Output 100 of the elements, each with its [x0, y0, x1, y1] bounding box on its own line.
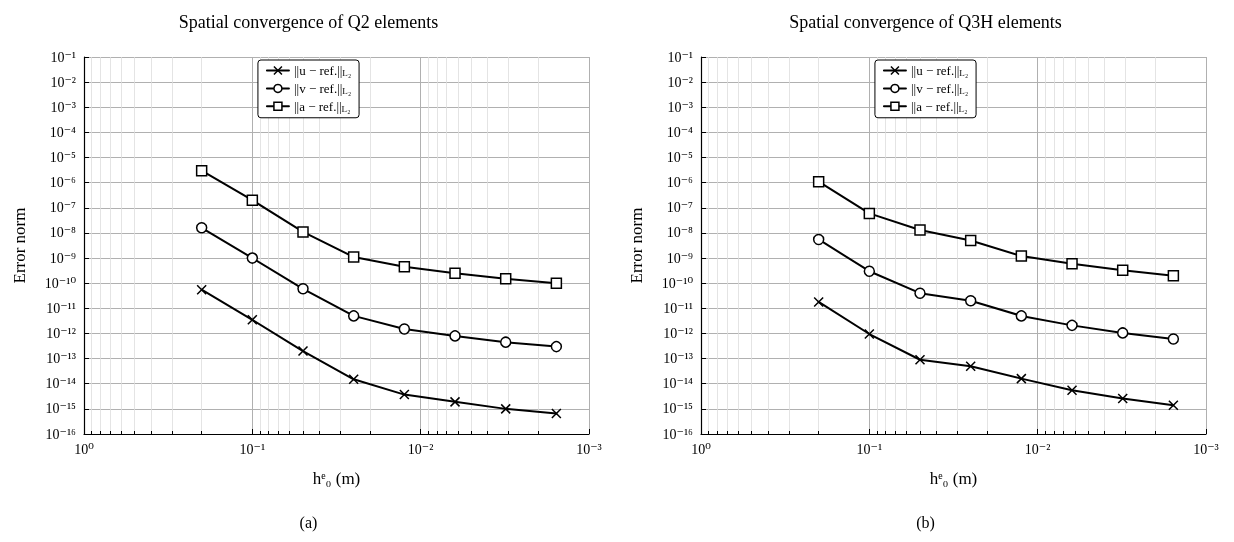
- y-tick-label: 10⁻³: [50, 99, 76, 115]
- point: [914, 287, 926, 299]
- point: [297, 283, 309, 295]
- point: [500, 403, 511, 415]
- x-tick-label: 10⁻³: [1193, 441, 1219, 457]
- point: [246, 194, 259, 206]
- point: [297, 226, 309, 238]
- point: [863, 265, 876, 277]
- x-axis-title: hᵉ₀ (m): [929, 469, 978, 488]
- point: [1015, 310, 1028, 322]
- legend-label: ||u − ref.||L₂: [293, 63, 352, 79]
- point: [864, 328, 875, 340]
- y-tick-label: 10⁻³: [667, 99, 693, 115]
- point: [398, 261, 411, 273]
- y-tick-label: 10⁻¹³: [663, 351, 693, 367]
- point: [399, 389, 410, 400]
- point: [914, 224, 926, 236]
- y-tick-label: 10⁻⁶: [666, 175, 694, 191]
- point: [499, 273, 512, 285]
- point: [499, 336, 512, 348]
- point: [863, 207, 876, 220]
- text: (b): [916, 513, 935, 532]
- y-tick-label: 10⁻¹²: [46, 325, 76, 341]
- y-tick-label: 10⁻⁹: [49, 250, 77, 266]
- point: [550, 277, 563, 289]
- legend-label: ||a − ref.||L₂: [910, 98, 968, 115]
- point: [914, 354, 926, 365]
- point: [1116, 264, 1129, 276]
- y-tick-label: 10⁻⁶: [49, 175, 77, 191]
- point: [247, 314, 258, 326]
- point: [449, 267, 461, 279]
- y-tick-label: 10⁻¹: [667, 49, 693, 65]
- legend-label: ||a − ref.||L₂: [293, 98, 351, 115]
- point: [1016, 373, 1027, 384]
- y-tick-label: 10⁻⁵: [49, 150, 77, 166]
- y-tick-label: 10⁻⁴: [666, 124, 694, 140]
- point: [813, 296, 824, 308]
- point: [449, 330, 461, 342]
- y-tick-label: 10⁻¹⁵: [45, 401, 77, 417]
- x-tick-label: 10⁻¹: [239, 441, 266, 457]
- point: [1116, 327, 1129, 339]
- y-tick-label: 10⁻⁷: [666, 200, 694, 216]
- point: [195, 222, 208, 234]
- y-tick-label: 10⁻¹¹: [663, 300, 693, 316]
- point: [965, 360, 976, 372]
- point: [550, 340, 563, 353]
- point: [1167, 269, 1180, 282]
- x-tick-label: 10⁻³: [576, 441, 602, 457]
- y-tick-label: 10⁻¹⁰: [661, 275, 694, 291]
- x-tick-label: 10⁰: [74, 441, 95, 457]
- point: [1168, 399, 1179, 411]
- y-tick-label: 10⁻²: [50, 74, 76, 90]
- y-axis-title: Error norm: [10, 207, 29, 284]
- y-tick-label: 10⁻¹: [50, 49, 76, 65]
- point: [195, 164, 208, 177]
- point: [1117, 393, 1128, 404]
- y-tick-label: 10⁻¹⁴: [662, 376, 694, 392]
- y-tick-label: 10⁻⁸: [49, 225, 77, 241]
- y-tick-label: 10⁻¹¹: [46, 300, 76, 316]
- y-tick-label: 10⁻¹⁶: [662, 426, 694, 442]
- y-tick-label: 10⁻⁸: [666, 225, 694, 241]
- y-axis-title: Error norm: [627, 207, 646, 284]
- point: [246, 252, 259, 264]
- x-tick-label: 10⁰: [691, 441, 712, 457]
- y-tick-label: 10⁻¹⁴: [45, 376, 77, 392]
- y-tick-label: 10⁻⁹: [666, 250, 694, 266]
- point: [1066, 385, 1078, 396]
- point: [449, 396, 461, 408]
- y-tick-label: 10⁻⁷: [49, 200, 77, 216]
- x-axis-title: hᵉ₀ (m): [312, 469, 361, 488]
- point: [964, 295, 977, 307]
- point: [1066, 257, 1078, 270]
- legend-label: ||u − ref.||L₂: [910, 63, 969, 79]
- point: [812, 233, 825, 246]
- point: [1015, 250, 1028, 262]
- point: [1167, 333, 1180, 345]
- y-tick-label: 10⁻¹³: [46, 351, 76, 367]
- x-tick-label: 10⁻²: [407, 441, 434, 457]
- chart-title: Spatial convergence of Q2 elements: [178, 12, 439, 32]
- x-tick-label: 10⁻¹: [856, 441, 883, 457]
- legend-label: ||v − ref.||L₂: [910, 80, 969, 97]
- y-tick-label: 10⁻⁵: [666, 150, 694, 166]
- y-tick-label: 10⁻¹⁶: [45, 426, 77, 442]
- point: [812, 175, 825, 188]
- point: [398, 323, 411, 335]
- point: [347, 251, 360, 263]
- point: [1066, 319, 1078, 332]
- y-tick-label: 10⁻¹²: [663, 325, 693, 341]
- x-tick-label: 10⁻²: [1024, 441, 1051, 457]
- text: (a): [299, 513, 318, 532]
- point: [348, 374, 359, 385]
- y-tick-label: 10⁻²: [667, 74, 693, 90]
- y-tick-label: 10⁻¹⁰: [44, 275, 77, 291]
- y-tick-label: 10⁻¹⁵: [662, 401, 694, 417]
- chart-title: Spatial convergence of Q3H elements: [789, 12, 1062, 32]
- y-tick-label: 10⁻⁴: [49, 124, 77, 140]
- point: [347, 310, 360, 322]
- point: [297, 345, 309, 357]
- point: [196, 284, 207, 295]
- legend-label: ||v − ref.||L₂: [293, 80, 352, 97]
